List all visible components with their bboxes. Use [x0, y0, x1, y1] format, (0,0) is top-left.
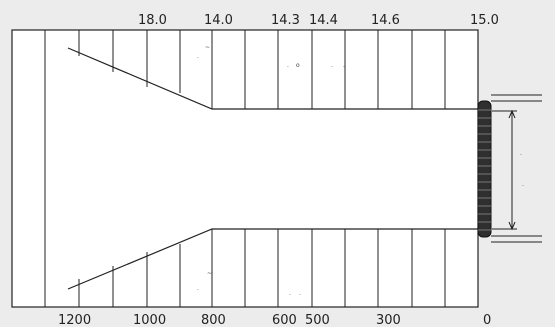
- faint-mark: .: [522, 181, 524, 188]
- bottom-label-1200: 1200: [58, 313, 91, 327]
- top-label-14-0: 14.0: [204, 13, 233, 28]
- bottom-label-600: 600: [272, 313, 297, 327]
- pipe-section: [491, 94, 542, 243]
- coupling-body: [477, 100, 492, 238]
- faint-mark: .: [520, 150, 522, 157]
- dim-arrow-bottom: [508, 221, 516, 231]
- faint-mark: .: [331, 62, 333, 69]
- bottom-scale: 1200 1000 800 600 500 300 0: [58, 313, 491, 327]
- top-label-14-3: 14.3: [271, 13, 300, 28]
- top-scale: 18.0 14.0 14.3 14.4 14.6 15.0: [138, 13, 499, 28]
- upper-contour: [67, 47, 478, 110]
- coupling: [477, 100, 492, 238]
- faint-mark: .: [197, 285, 199, 292]
- bottom-label-800: 800: [201, 313, 226, 327]
- top-label-15-0: 15.0: [470, 13, 499, 28]
- faint-mark: .: [343, 62, 345, 69]
- faint-mark: .: [197, 53, 199, 60]
- section-lines: [44, 30, 446, 307]
- faint-mark: .: [299, 290, 301, 297]
- bottom-label-0: 0: [483, 313, 491, 327]
- faint-mark: ~: [207, 270, 212, 277]
- faint-mark: .: [289, 290, 291, 297]
- lower-contour: [67, 228, 478, 290]
- faint-mark: o: [296, 62, 300, 69]
- faint-markings: . ~ . o . . ~ . . . . .: [197, 44, 524, 297]
- bottom-label-300: 300: [376, 313, 401, 327]
- bottom-label-1000: 1000: [133, 313, 166, 327]
- coupling-ribs: [478, 109, 491, 231]
- faint-mark: ~: [205, 44, 210, 51]
- top-label-14-4: 14.4: [309, 13, 338, 28]
- duct-profile: [67, 47, 478, 290]
- top-label-14-6: 14.6: [371, 13, 400, 28]
- bottom-label-500: 500: [305, 313, 330, 327]
- dim-arrow-top: [508, 109, 516, 119]
- faint-mark: .: [287, 62, 289, 69]
- top-label-18-0: 18.0: [138, 13, 167, 28]
